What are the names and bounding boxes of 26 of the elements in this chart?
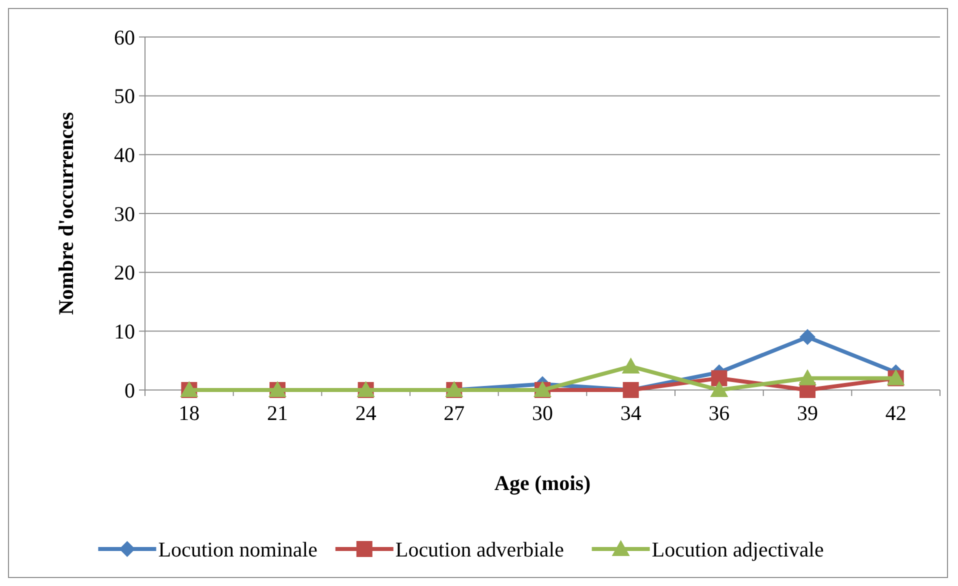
point <box>798 369 816 386</box>
x-tick-label: 18 <box>178 401 200 425</box>
x-tick-label: 27 <box>444 401 465 425</box>
legend-label: Locution adjectivale <box>652 537 824 562</box>
point <box>622 357 640 374</box>
x-tick-label: 30 <box>532 401 553 425</box>
y-tick-label: 50 <box>114 84 135 108</box>
x-tick-label: 42 <box>885 401 906 425</box>
point <box>800 329 816 346</box>
x-tick-label: 24 <box>355 401 377 425</box>
legend-label: Locution nominale <box>158 537 318 562</box>
x-tick-label: 21 <box>267 401 288 425</box>
x-tick-label: 39 <box>797 401 818 425</box>
y-tick-label: 40 <box>114 143 135 168</box>
point <box>711 370 728 386</box>
y-tick-label: 0 <box>124 378 135 402</box>
x-tick-label: 36 <box>708 401 730 425</box>
y-tick-label: 30 <box>114 202 135 226</box>
y-tick-label: 10 <box>114 320 135 344</box>
y-axis-title: Nombre d'occurrences <box>54 112 78 315</box>
x-tick-label: 34 <box>620 401 642 425</box>
x-axis-title: Age (mois) <box>494 471 591 495</box>
legend-label: Locution adverbiale <box>395 537 564 562</box>
y-tick-label: 20 <box>114 260 135 285</box>
point <box>710 381 728 397</box>
y-tick-label: 60 <box>114 25 135 50</box>
